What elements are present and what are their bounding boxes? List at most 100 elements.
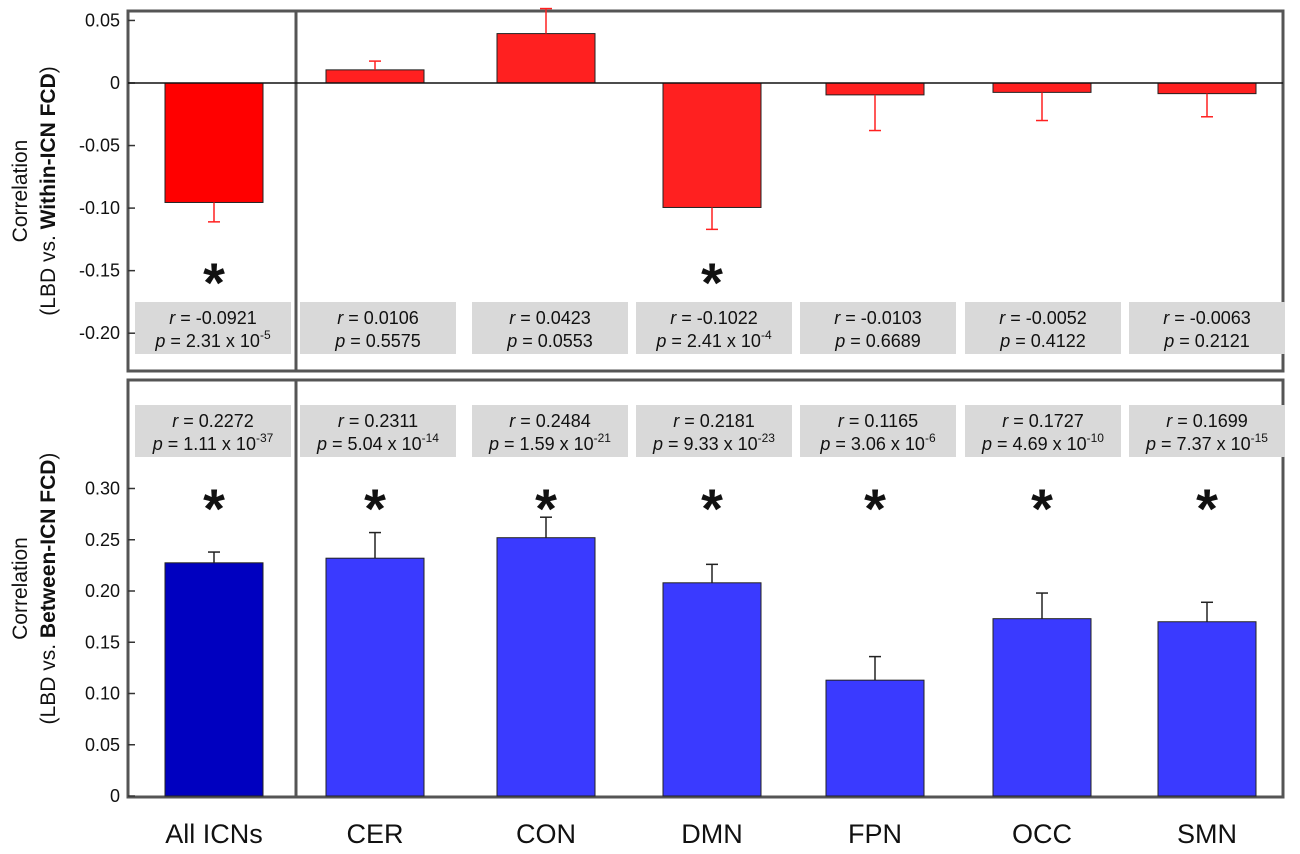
top-ytick-label: -0.05 (79, 136, 120, 156)
stat-p-value: = 0.6689 (845, 331, 921, 351)
stat-p-value: = 5.04 x 10 (327, 434, 422, 454)
top-bar-all-icns (164, 82, 264, 203)
bottom-stat-r: r = 0.2484 (509, 411, 591, 431)
stat-p-value: = 2.31 x 10 (165, 331, 260, 351)
stat-r-value: = 0.2484 (515, 411, 591, 431)
top-stat-p: p = 0.6689 (834, 331, 921, 351)
top-stat-box (135, 302, 291, 354)
stat-r-value: = 0.2311 (344, 411, 418, 431)
stat-p-exponent: -37 (256, 431, 274, 445)
bottom-ytick-label: 0.10 (85, 684, 120, 704)
category-label-smn: SMN (1177, 819, 1237, 849)
stat-p-symbol: p (999, 331, 1010, 351)
top-stat-box (636, 302, 792, 354)
top-stat-box (472, 302, 628, 354)
bottom-significance-star: * (864, 477, 886, 540)
top-bar-cer (325, 69, 425, 84)
bottom-stat-r: r = 0.1727 (1002, 411, 1084, 431)
bottom-stat-r: r = 0.2181 (673, 411, 755, 431)
stat-p-symbol: p (1163, 331, 1174, 351)
stat-p-symbol: p (981, 434, 992, 454)
bottom-stat-p: p = 5.04 x 10-14 (316, 431, 439, 454)
category-label-fpn: FPN (848, 819, 902, 849)
stat-r-symbol: r (999, 308, 1006, 328)
bottom-ytick-label: 0.25 (85, 530, 120, 550)
top-ytick-label: -0.10 (79, 198, 120, 218)
bottom-stat-r: r = 0.1165 (838, 411, 918, 431)
top-stat-p: p = 2.31 x 10-5 (154, 328, 271, 351)
top-stat-p: p = 0.4122 (999, 331, 1086, 351)
stat-r-symbol: r (338, 411, 345, 431)
stat-r-value: = -0.0921 (175, 308, 257, 328)
stat-p-value: = 0.2121 (1174, 331, 1250, 351)
stat-p-exponent: -10 (1087, 431, 1105, 445)
stat-r-symbol: r (172, 411, 179, 431)
stat-r-symbol: r (509, 411, 516, 431)
top-stat-r: r = -0.0103 (834, 308, 922, 328)
bottom-bar-occ (992, 618, 1092, 797)
top-stat-box (1129, 302, 1285, 354)
top-significance-star: * (203, 251, 225, 314)
category-label-all-icns: All ICNs (165, 819, 263, 849)
top-stat-box (300, 302, 456, 354)
stat-p-value: = 2.41 x 10 (666, 331, 761, 351)
stat-r-symbol: r (169, 308, 176, 328)
stat-p-symbol: p (819, 434, 830, 454)
top-stat-r: r = 0.0423 (509, 308, 591, 328)
stat-r-symbol: r (670, 308, 677, 328)
bottom-ylabel-bold: Between-ICN FCD (37, 460, 60, 639)
stat-p-value: = 1.11 x 10 (163, 434, 256, 454)
stat-r-value: = 0.0106 (343, 308, 419, 328)
stat-r-value: = 0.2181 (679, 411, 755, 431)
stat-p-symbol: p (652, 434, 663, 454)
top-panel-frame (126, 9, 1285, 373)
stat-r-symbol: r (673, 411, 680, 431)
stat-p-exponent: -21 (594, 431, 612, 445)
bottom-panel-frame (126, 378, 1285, 799)
bottom-ylabel-line1: Correlation (9, 537, 32, 640)
bottom-ytick-label: 0.05 (85, 735, 120, 755)
stat-p-symbol: p (152, 434, 163, 454)
bottom-stat-box (636, 405, 792, 457)
stat-p-value: = 7.37 x 10 (1156, 434, 1251, 454)
bottom-ylabel-line2: (LBD vs. Between-ICN FCD) (37, 453, 60, 725)
stat-r-symbol: r (337, 308, 344, 328)
top-ytick-label: 0 (110, 73, 120, 93)
top-bar-con (496, 33, 596, 84)
bottom-stat-r: r = 0.2311 (338, 411, 418, 431)
stat-p-value: = 4.69 x 10 (992, 434, 1087, 454)
stat-r-value: = 0.0423 (515, 308, 591, 328)
bottom-stat-p: p = 3.06 x 10-6 (819, 431, 936, 454)
stat-p-exponent: -15 (1251, 431, 1269, 445)
top-ytick-label: -0.15 (79, 261, 120, 281)
top-stat-box (800, 302, 956, 354)
top-ytick-label: -0.20 (79, 323, 120, 343)
bottom-significance-star: * (701, 477, 723, 540)
bottom-bar-smn (1157, 621, 1257, 797)
bottom-stat-p: p = 9.33 x 10-23 (652, 431, 775, 454)
stat-r-symbol: r (1166, 411, 1173, 431)
stat-p-exponent: -14 (422, 431, 440, 445)
bottom-ytick-label: 0.20 (85, 581, 120, 601)
bottom-significance-star: * (1031, 477, 1053, 540)
top-stat-r: r = -0.0052 (999, 308, 1087, 328)
stat-r-symbol: r (834, 308, 841, 328)
top-stat-r: r = -0.0063 (1163, 308, 1251, 328)
bottom-stat-box (800, 405, 956, 457)
stat-r-value: = -0.0103 (840, 308, 922, 328)
top-significance-star: * (701, 251, 723, 314)
top-bar-dmn (662, 82, 762, 208)
top-stat-box (965, 302, 1121, 354)
stat-r-symbol: r (1163, 308, 1170, 328)
category-label-occ: OCC (1012, 819, 1072, 849)
bottom-stat-p: p = 1.11 x 10-37 (152, 431, 274, 454)
bottom-stat-box (300, 405, 456, 457)
bottom-stat-p: p = 4.69 x 10-10 (981, 431, 1104, 454)
bottom-significance-star: * (1196, 477, 1218, 540)
stat-p-value: = 9.33 x 10 (663, 434, 758, 454)
top-ytick-label: 0.05 (85, 10, 120, 30)
stat-p-value: = 3.06 x 10 (830, 434, 925, 454)
bottom-ylabel-suffix: ) (37, 453, 60, 460)
top-stat-r: r = -0.0921 (169, 308, 257, 328)
top-bar-fpn (825, 82, 925, 96)
